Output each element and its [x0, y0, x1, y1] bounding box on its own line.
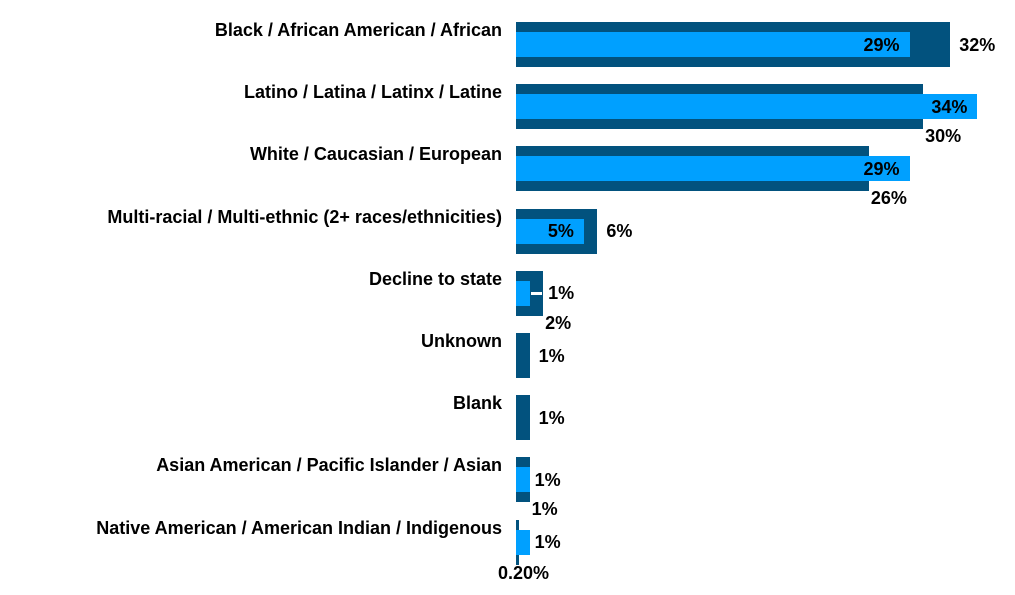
data-label-light: 1% [534, 532, 561, 553]
data-label-light: 5% [547, 221, 574, 242]
data-label-dark: 0.20% [498, 562, 550, 583]
data-label-light: 29% [863, 158, 900, 179]
data-label-dark: 30% [925, 126, 962, 147]
data-label-dark: 1% [531, 499, 558, 520]
bar-inner-light [516, 156, 910, 182]
category-label: Unknown [421, 331, 502, 351]
category-label: Latino / Latina / Latinx / Latine [243, 82, 502, 103]
data-label-dark: 2% [545, 312, 572, 333]
category-label: Blank [452, 393, 502, 414]
category-label: Asian American / Pacific Islander / Asia… [156, 455, 502, 476]
bar-inner-light [516, 529, 530, 555]
category-label: Black / African American / African [214, 20, 502, 40]
data-label-dark: 32% [959, 34, 996, 55]
category-label: Decline to state [368, 268, 502, 289]
bar-inner-light [516, 467, 530, 493]
leader-line [530, 292, 543, 296]
bar-inner-light [516, 94, 978, 120]
data-label-dark: 1% [538, 407, 565, 428]
bar-inner-light [516, 218, 584, 244]
data-label-light: 29% [863, 34, 900, 55]
data-label-light: 1% [548, 283, 575, 304]
bar-inner-light [516, 32, 910, 57]
bar-outer-dark [516, 333, 530, 378]
data-label-dark: 26% [870, 188, 907, 209]
category-label: Native American / American Indian / Indi… [96, 517, 502, 538]
bar-outer-dark [516, 395, 530, 441]
category-label: Multi-racial / Multi-ethnic (2+ races/et… [107, 206, 502, 227]
data-label-dark: 1% [538, 345, 565, 366]
category-label: White / Caucasian / European [249, 144, 502, 165]
data-label-light: 1% [534, 469, 561, 490]
data-label-dark: 6% [606, 221, 633, 242]
bar-inner-light [516, 280, 530, 306]
data-label-light: 34% [931, 96, 968, 117]
